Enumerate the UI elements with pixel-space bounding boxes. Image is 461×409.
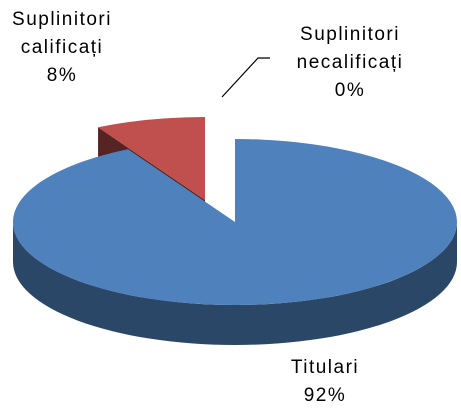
pie-tops — [12, 117, 457, 305]
pie-slice — [12, 139, 457, 305]
value-label: 92% — [304, 385, 347, 406]
category-label: Titulari — [291, 357, 359, 378]
pie-side — [13, 222, 457, 345]
value-label: 8% — [47, 65, 77, 86]
pie-slice — [98, 117, 205, 200]
leader-line — [221, 57, 270, 98]
labels: Titulari 92% Suplinitori calificați 8% Suplin… — [12, 9, 404, 406]
category-label: Suplinitori calificați — [12, 9, 112, 58]
category-label: Suplinitori necalificați — [297, 24, 404, 73]
value-label: 0% — [335, 80, 365, 101]
